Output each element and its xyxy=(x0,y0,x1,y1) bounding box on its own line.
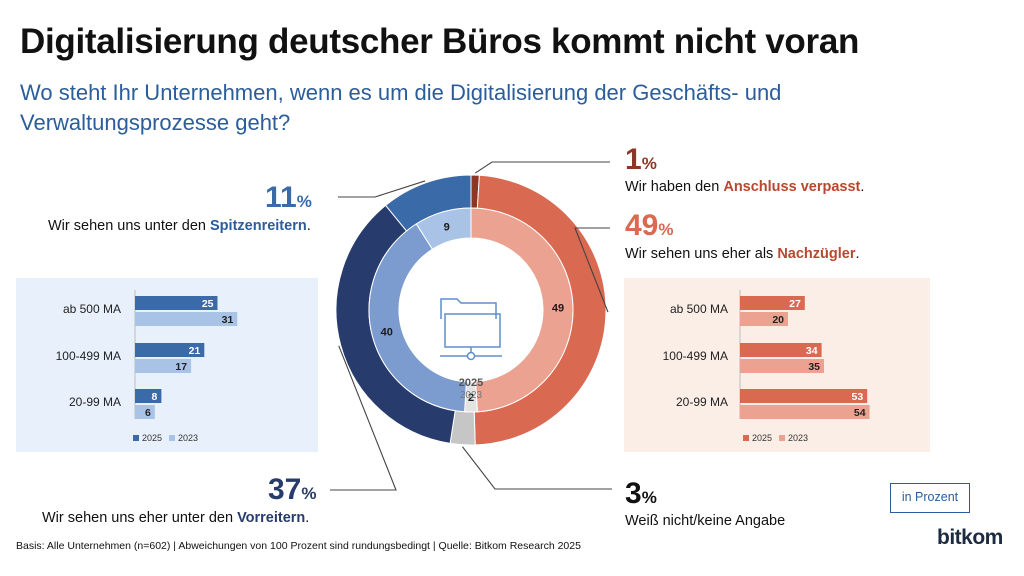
anschluss-text: Wir haben den xyxy=(625,179,724,195)
center-year-current: 2025 xyxy=(459,377,483,389)
bitkom-logo: bitkom xyxy=(937,526,1003,549)
leader-line-nachzuegler xyxy=(574,227,610,313)
keine-angabe-caption: Weiß nicht/keine Angabe xyxy=(625,513,785,529)
spitzenreiter-highlight: Spitzenreitern xyxy=(210,218,307,234)
footnote: Basis: Alle Unternehmen (n=602) | Abweic… xyxy=(16,540,581,552)
bar-value-label: 17 xyxy=(175,361,187,373)
keine-angabe-value: 3 xyxy=(625,477,642,510)
legend-swatch-2025 xyxy=(133,435,139,441)
leader-line-keine-angabe xyxy=(462,446,612,490)
legend-label-2025: 2025 xyxy=(142,433,162,443)
spitzenreiter-text: Wir sehen uns unter den xyxy=(48,218,211,234)
bar-2023 xyxy=(135,312,238,326)
legend-swatch-2025 xyxy=(743,435,749,441)
chart-subtitle: Wo steht Ihr Unternehmen, wenn es um die… xyxy=(20,80,782,135)
donut-inner-label-nachzuegler: 49 xyxy=(552,302,564,314)
chart-title: Digitalisierung deutscher Büros kommt ni… xyxy=(20,22,860,61)
vorreiter-caption: Wir sehen uns eher unter den Vorreitern. xyxy=(42,510,309,526)
bar-2023 xyxy=(740,312,788,326)
nachzuegler-highlight: Nachzügler xyxy=(777,246,856,262)
anschluss-caption: Wir haben den Anschluss verpasst. xyxy=(625,179,864,195)
bar-2025 xyxy=(135,296,218,310)
leader-line-vorreiter xyxy=(330,345,397,491)
folder-front-shape xyxy=(444,313,501,348)
vorreiter-percent: 37% xyxy=(268,474,317,510)
legend-swatch-2023 xyxy=(169,435,175,441)
keine-angabe-text: Weiß nicht/keine Angabe xyxy=(625,513,786,529)
bar-2025 xyxy=(135,343,205,357)
bar-value-label: 35 xyxy=(808,361,820,373)
anschluss-highlight: Anschluss verpasst xyxy=(723,179,861,195)
bar-value-label: 21 xyxy=(189,345,201,357)
legend-label-2023: 2023 xyxy=(788,433,808,443)
legend-label-2025: 2025 xyxy=(752,433,772,443)
center-year-previous: 2023 xyxy=(460,390,483,401)
unit-label: in Prozent xyxy=(890,483,970,513)
donut-inner-label-vorreiter: 40 xyxy=(381,327,393,339)
donut-inner-slice-nachzuegler xyxy=(470,207,574,413)
nachzuegler-caption: Wir sehen uns eher als Nachzügler. xyxy=(625,246,860,262)
donut-inner-slice-vorreiter xyxy=(368,223,468,413)
bar-value-label: 25 xyxy=(202,298,214,310)
legend-label-2023: 2023 xyxy=(178,433,198,443)
anschluss-sign: % xyxy=(641,154,657,173)
vorreiter-value: 37 xyxy=(268,473,302,506)
nachzuegler-text-end: . xyxy=(855,246,860,262)
bar-2025 xyxy=(740,296,805,310)
folder-network-icon xyxy=(440,298,502,361)
anschluss-text-end: . xyxy=(860,179,865,195)
spitzenreiter-caption: Wir sehen uns unter den Spitzenreitern. xyxy=(48,218,311,234)
bar-category-label: 100-499 MA xyxy=(56,349,121,363)
bar-value-label: 8 xyxy=(152,391,158,403)
bar-category-label: 100-499 MA xyxy=(663,349,728,363)
keine-angabe-sign: % xyxy=(641,488,657,507)
bar-value-label: 6 xyxy=(145,407,151,419)
nachzuegler-text: Wir sehen uns eher als xyxy=(625,246,778,262)
spitzenreiter-sign: % xyxy=(296,192,312,211)
spitzenreiter-text-end: . xyxy=(306,218,311,234)
vorreiter-sign: % xyxy=(301,484,317,503)
bar-2025 xyxy=(135,389,162,403)
donut-inner-label-spitzenreiter: 9 xyxy=(444,221,450,233)
vorreiter-text: Wir sehen uns eher unter den xyxy=(42,510,238,526)
bar-category-label: 20-99 MA xyxy=(69,395,121,409)
spitzenreiter-value: 11 xyxy=(265,181,297,214)
vorreiter-text-end: . xyxy=(305,510,310,526)
leader-line-spitzenreiter xyxy=(338,180,426,198)
bar-value-label: 34 xyxy=(806,345,818,357)
leader-line-anschluss xyxy=(474,161,610,174)
bar-2025 xyxy=(740,343,822,357)
bar-2023 xyxy=(135,405,155,419)
anschluss-percent: 1% xyxy=(625,144,657,180)
bar-value-label: 54 xyxy=(854,407,866,419)
bar-category-label: ab 500 MA xyxy=(63,302,121,316)
legend-swatch-2023 xyxy=(779,435,785,441)
nachzuegler-value: 49 xyxy=(625,209,659,242)
anschluss-value: 1 xyxy=(625,143,642,176)
bar-2023 xyxy=(740,359,824,373)
bar-category-label: ab 500 MA xyxy=(670,302,728,316)
folder-back-shape xyxy=(440,298,497,319)
bar-value-label: 53 xyxy=(852,391,864,403)
nachzuegler-sign: % xyxy=(658,220,674,239)
bar-2023 xyxy=(135,359,192,373)
network-node xyxy=(466,351,476,361)
keine-angabe-percent: 3% xyxy=(625,478,657,514)
spitzenreiter-percent: 11% xyxy=(265,182,312,218)
bar-category-label: 20-99 MA xyxy=(676,395,728,409)
bar-value-label: 31 xyxy=(222,314,234,326)
nachzuegler-bar-chart: ab 500 MA 27 20 100-499 MA 34 35 20-99 MA 53 54 2… xyxy=(663,290,870,443)
donut-inner-label-keine-angabe: 2 xyxy=(468,392,474,404)
donut-inner-slice-spitzenreiter xyxy=(415,207,472,250)
bar-2025 xyxy=(740,389,868,403)
vorreiter-highlight: Vorreitern xyxy=(237,510,306,526)
bar-value-label: 20 xyxy=(772,314,784,326)
bar-value-label: 27 xyxy=(789,298,801,310)
bar-2023 xyxy=(740,405,870,419)
nachzuegler-percent: 49% xyxy=(625,210,674,246)
